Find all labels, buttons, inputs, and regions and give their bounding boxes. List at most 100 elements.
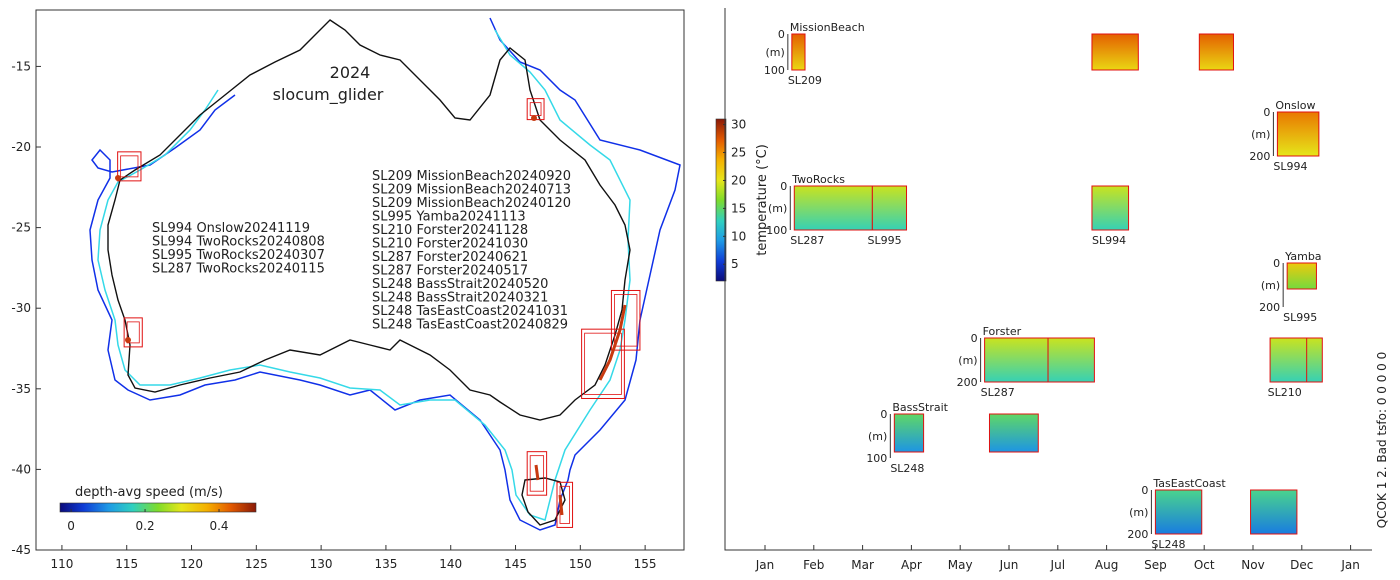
glider-id: SL994 [1273,160,1307,173]
deployment-entry-east: SL209 MissionBeach20240920 [372,169,571,184]
month-tick-label: Dec [1290,558,1313,572]
deployment-entry-east: SL209 MissionBeach20240713 [372,183,571,198]
profile-segment-outline [1091,33,1139,71]
map-x-tick-label: 145 [504,557,527,571]
deployment-entry-west: SL994 Onslow20241119 [152,221,310,236]
region-box-bassstrait [526,451,548,496]
track-taseast [558,494,564,516]
month-tick-label: Jun [999,558,1019,572]
glider-id-second: SL995 [868,234,902,247]
speed-colorbar-tick-label: 0.2 [136,519,155,533]
glider-id: SL287 [981,386,1015,399]
glider-id-third: SL994 [1092,234,1126,247]
month-tick-label: Nov [1241,558,1264,572]
depth-tick-bottom: 100 [866,452,887,465]
deployment-entry-east: SL287 Forster20240621 [372,250,528,265]
profile-segment [1048,338,1095,382]
map-x-tick-label: 110 [50,557,73,571]
temperature-colorbar-label: temperature (°C) [755,144,770,256]
map-x-tick-label: 140 [439,557,462,571]
site-name: BassStrait [892,401,948,414]
profile-segment-outline [1154,489,1203,535]
month-tick-label: Jul [1050,558,1065,572]
glider-id-second: SL210 [1268,386,1302,399]
track-onslow [115,175,121,181]
map-y-tick-label: -15 [11,59,31,73]
temperature-colorbar-tick-label: 30 [731,118,746,132]
region-box-yamba [610,289,641,351]
track-bassstrait [534,464,540,481]
depth-tick-top: 0 [1141,484,1148,497]
profile-segment [1277,112,1319,156]
depth-tick-bottom: 200 [1249,150,1270,163]
map-x-tick-label: 155 [634,557,657,571]
depth-unit: (m) [1261,279,1280,292]
depth-unit: (m) [1251,128,1270,141]
profile-segment [1091,34,1139,70]
profile-segment [791,34,806,70]
map-y-tick-label: -40 [11,462,31,476]
temperature-colorbar-tick-label: 25 [731,146,746,160]
map-x-tick-label: 125 [245,557,268,571]
site-name: Yamba [1284,250,1321,263]
map-y-tick-label: -25 [11,221,31,235]
depth-unit: (m) [868,430,887,443]
temperature-colorbar-tick-label: 15 [731,201,746,215]
region-box-inner-forster [584,332,622,395]
map-panel: 110 115 120 125 130 135 140 145 150 155 -15 -20 -25… [11,9,685,571]
coastline [107,19,631,421]
profile-segment-outline [988,413,1039,453]
deployment-entry-east: SL209 MissionBeach20240120 [372,196,571,211]
timeline-panel: Jan Feb Mar Apr May Jun Jul Aug Sep Oct Nov Dec Jan … [724,8,1389,572]
depth-unit: (m) [958,354,977,367]
temperature-colorbar-tick-label: 5 [731,257,739,271]
month-tick-label: Jan [1340,558,1360,572]
region-box-forster [581,328,625,399]
profile-segment [1250,490,1297,534]
profile-segment [984,338,1049,382]
profile-segment [989,414,1039,452]
depth-tick-top: 0 [971,332,978,345]
deployment-entry-east: SL210 Forster20241128 [372,223,528,238]
tasmania [521,477,566,526]
temperature-colorbar-group: 5 10 15 20 25 30 temperature (°C) [715,118,770,282]
profile-segment-outline [1250,489,1298,535]
depth-tick-top: 0 [1263,106,1270,119]
track-tworocks [125,337,131,343]
profile-segment-outline [1306,337,1323,383]
month-ticks: Jan Feb Mar Apr May Jun Jul Aug Sep Oct Nov Dec Jan [755,545,1360,572]
map-axes-box [35,9,685,551]
depth-tick-top: 0 [880,408,887,421]
map-y-tick-label: -35 [11,382,31,396]
region-box-inner-yamba [614,294,638,347]
map-x-ticks: 110 115 120 125 130 135 140 145 150 155 [50,545,657,571]
depth-tick-top: 0 [778,28,785,41]
site-name: TwoRocks [791,173,845,186]
month-tick-label: Jan [755,558,775,572]
shelf-contour-blue [89,17,681,531]
region-box-inner-tworocks [126,321,140,344]
map-y-ticks: -15 -20 -25 -30 -35 -40 -45 [11,59,41,557]
depth-unit: (m) [1129,506,1148,519]
profile-segment-outline [1286,262,1317,290]
month-tick-label: May [948,558,973,572]
map-title: 2024 [330,63,371,82]
glider-id: SL248 [1151,538,1185,551]
month-tick-label: Apr [901,558,922,572]
deployment-entry-east: SL248 BassStrait20240321 [372,291,548,306]
glider-id: SL248 [890,462,924,475]
temperature-colorbar-tick-label: 20 [731,173,746,187]
depth-tick-top: 0 [780,180,787,193]
depth-tick-bottom: 200 [1127,528,1148,541]
deployment-entry-east: SL248 TasEastCoast20240829 [372,318,568,333]
glider-id: SL209 [788,74,822,87]
glider-tracks [115,115,627,516]
profile-segment [1306,338,1323,382]
speed-colorbar [59,502,257,513]
